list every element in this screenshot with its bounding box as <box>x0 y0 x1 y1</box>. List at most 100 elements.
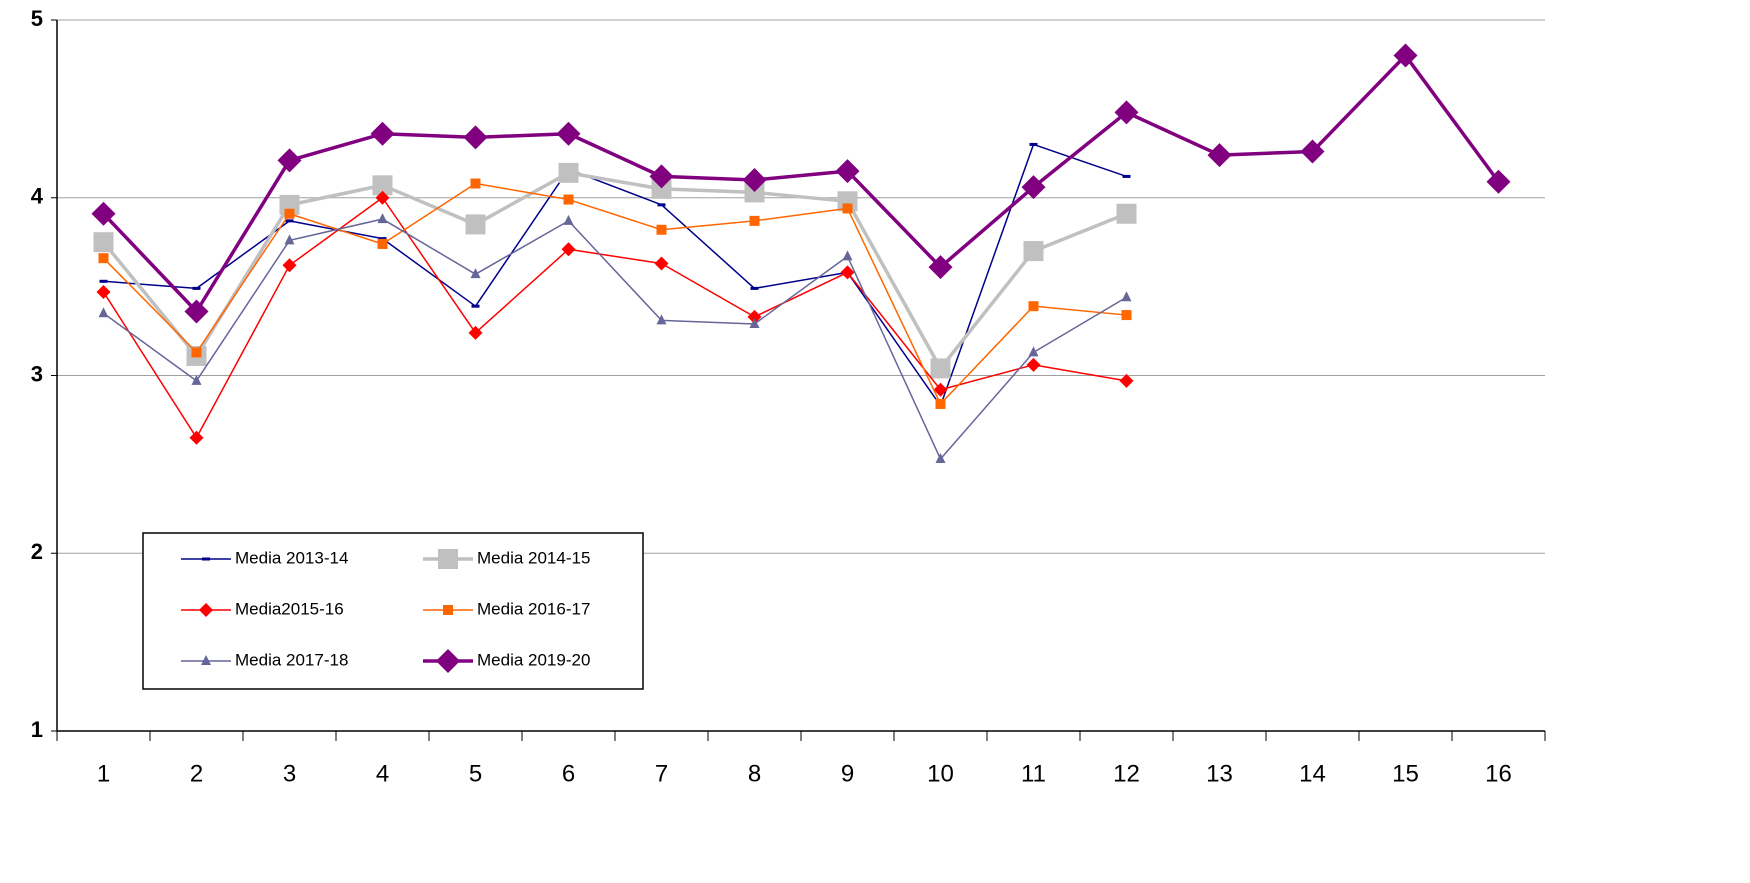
data-point <box>189 430 204 445</box>
data-point <box>928 255 953 280</box>
data-point <box>1029 142 1038 146</box>
data-point <box>750 286 759 290</box>
x-tick-label: 3 <box>283 760 296 787</box>
data-point <box>935 453 946 464</box>
data-point <box>1207 143 1232 168</box>
data-point <box>98 253 109 264</box>
data-point <box>282 258 297 273</box>
data-point <box>470 268 481 279</box>
data-point <box>191 347 202 358</box>
data-point <box>1114 100 1139 125</box>
data-point <box>835 159 860 184</box>
data-point <box>935 398 946 409</box>
data-point <box>377 213 388 224</box>
data-point <box>933 382 948 397</box>
data-point <box>470 178 481 189</box>
y-tick-label: 4 <box>31 184 44 209</box>
data-point <box>1116 203 1137 224</box>
data-point <box>99 279 108 283</box>
data-point <box>744 182 765 203</box>
data-point <box>1121 291 1132 302</box>
legend: Media 2013-14 Media 2014-15 Media2015-16 Me… <box>142 532 644 690</box>
x-tick-label: 14 <box>1299 760 1326 787</box>
data-point <box>285 219 294 223</box>
data-point <box>377 238 388 249</box>
legend-label: Media2015-16 <box>235 599 344 618</box>
data-point <box>1300 139 1325 164</box>
data-point <box>91 201 116 226</box>
data-point <box>1028 301 1039 312</box>
data-point <box>192 286 201 290</box>
x-tick-label: 4 <box>376 760 389 787</box>
data-point <box>370 121 395 146</box>
legend-label: Media 2013-14 <box>235 548 348 567</box>
y-tick-label: 3 <box>31 361 43 386</box>
data-point <box>284 234 295 245</box>
data-point <box>1486 169 1511 194</box>
x-tick-label: 6 <box>562 760 575 787</box>
data-point <box>558 162 579 183</box>
data-point <box>1121 310 1132 321</box>
data-point <box>1122 174 1131 178</box>
data-point <box>840 265 855 280</box>
data-point <box>649 164 674 189</box>
data-point <box>563 214 574 225</box>
series-line <box>102 182 1127 405</box>
data-point <box>654 256 669 271</box>
x-tick-label: 11 <box>1021 760 1046 787</box>
data-point <box>1028 346 1039 357</box>
data-point <box>191 374 202 385</box>
legend-label: Media 2017-18 <box>235 650 348 669</box>
legend-marker <box>443 605 453 615</box>
data-point <box>465 214 486 235</box>
data-point <box>93 232 114 253</box>
data-point <box>468 325 483 340</box>
data-point <box>749 317 760 328</box>
data-point <box>1026 357 1041 372</box>
x-tick-label: 7 <box>655 760 668 787</box>
legend-label: Media 2016-17 <box>477 599 590 618</box>
x-tick-label: 15 <box>1392 760 1419 787</box>
data-point <box>747 309 762 324</box>
data-point <box>277 148 302 173</box>
data-point <box>651 178 672 199</box>
legend-marker <box>199 603 213 617</box>
data-point <box>930 358 951 379</box>
data-point <box>656 314 667 325</box>
data-point <box>742 167 767 192</box>
series-line <box>103 143 1127 407</box>
x-tick-label: 9 <box>841 760 854 787</box>
data-point <box>842 203 853 214</box>
legend-marker <box>436 649 460 673</box>
data-point <box>184 299 209 324</box>
x-tick-label: 13 <box>1206 760 1233 787</box>
series-line <box>102 171 1128 371</box>
data-point <box>561 242 576 257</box>
data-point <box>375 190 390 205</box>
data-point <box>1393 43 1418 68</box>
data-point <box>471 304 480 308</box>
data-point <box>563 194 574 205</box>
x-tick-label: 12 <box>1113 760 1140 787</box>
series-line <box>102 53 1500 314</box>
x-tick-label: 10 <box>927 760 954 787</box>
data-point <box>98 307 109 318</box>
data-point <box>463 125 488 150</box>
legend-marker <box>201 655 211 665</box>
legend-label: Media 2014-15 <box>477 548 590 567</box>
x-tick-label: 5 <box>469 760 482 787</box>
legend-marker <box>202 557 210 561</box>
x-tick-label: 2 <box>190 760 203 787</box>
series-line <box>103 218 1127 460</box>
x-tick-label: 16 <box>1485 760 1512 787</box>
data-point <box>842 250 853 261</box>
data-point <box>284 208 295 219</box>
data-point <box>556 121 581 146</box>
data-point <box>1119 373 1134 388</box>
x-tick-label: 1 <box>97 760 110 787</box>
data-point <box>657 203 666 207</box>
y-tick-label: 1 <box>31 717 43 742</box>
data-point <box>372 175 393 196</box>
